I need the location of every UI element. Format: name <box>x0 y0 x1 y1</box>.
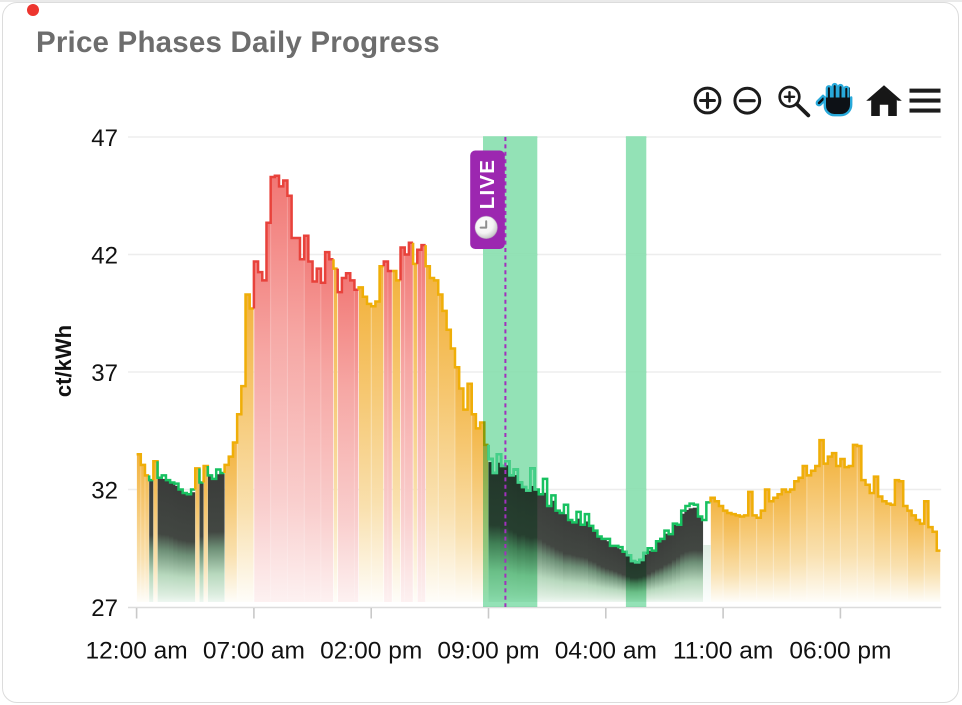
svg-text:27: 27 <box>91 595 118 622</box>
svg-text:09:00 pm: 09:00 pm <box>437 638 539 665</box>
svg-text:12:00 am: 12:00 am <box>86 638 188 665</box>
svg-text:06:00 pm: 06:00 pm <box>789 638 891 665</box>
svg-text:42: 42 <box>91 243 118 270</box>
svg-text:47: 47 <box>91 125 118 152</box>
svg-text:11:00 am: 11:00 am <box>673 638 773 665</box>
svg-text:32: 32 <box>91 478 118 505</box>
svg-text:37: 37 <box>91 360 118 387</box>
svg-text:07:00 am: 07:00 am <box>203 638 305 665</box>
svg-text:02:00 pm: 02:00 pm <box>320 638 422 665</box>
svg-text:ct/kWh: ct/kWh <box>51 325 76 397</box>
svg-text:04:00 am: 04:00 am <box>555 638 657 665</box>
svg-text:LIVE: LIVE <box>476 159 499 209</box>
